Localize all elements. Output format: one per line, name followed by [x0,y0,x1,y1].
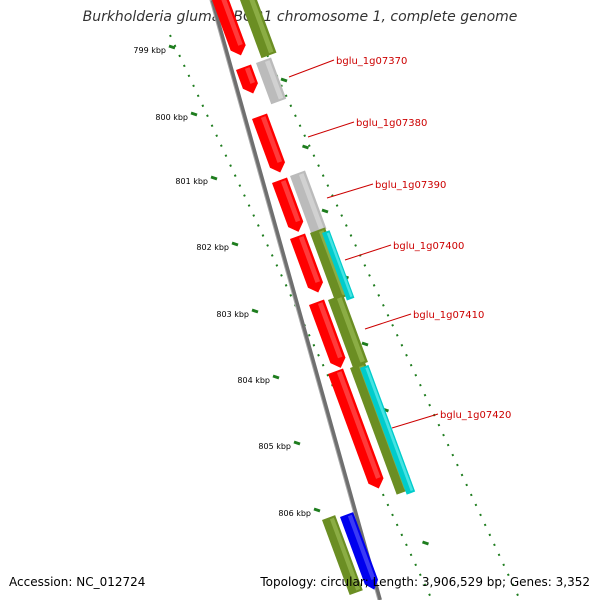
gene-arrow-red-shine [280,180,301,223]
gene-arrow-red [212,0,246,56]
gene-label: bglu_1g07390 [375,180,446,191]
gene-arrow-blue [340,512,379,590]
gene-arrow-red [236,64,258,94]
gene-arrow-red-shine [336,371,381,479]
gene-arrow-blue-shine [347,514,376,580]
gene-callout-line [344,244,392,261]
tick-mark [293,440,301,446]
tick-label: 804 kbp [237,376,270,385]
tick-mark [280,77,288,83]
gene-arrow-cyan-shine [326,232,353,298]
gene-label: bglu_1g07420 [440,410,511,421]
gene-arrow-red-shine [221,0,243,46]
gene-callout-line [391,413,439,429]
gene-arrow-olive [328,294,368,368]
tick-guide-left [169,34,433,600]
gene-arrow-red [328,368,384,489]
gene-callout-line [364,313,412,330]
gene-arrow-cyan-shine [365,367,414,492]
gene-arrow-gray-shine [298,173,324,230]
backbone-track [209,0,382,600]
backbone-line [210,0,382,600]
map-title: Burkholderia glumae BGR1 chromosome 1, c… [82,9,518,25]
gene-arrow-olive [322,515,363,596]
tick-mark [272,374,280,380]
summary-text: Topology: circular; Length: 3,906,529 bp… [260,575,590,589]
gene-callout-line [326,183,374,199]
gene-label: bglu_1g07400 [393,241,464,252]
gene-arrow-red [309,299,346,368]
gene-arrow-red-shine [298,236,321,283]
gene-arrow-olive-shine [336,297,365,363]
tick-label: 801 kbp [175,177,208,186]
gene-arrow-red [290,233,323,293]
gene-arrow-olive-shine [249,0,274,54]
tick-mark [190,111,198,117]
accession-text: Accession: NC_012724 [9,575,146,589]
gene-arrow-red-shine [317,302,343,359]
tick-mark [321,208,329,214]
gene-arrow-olive [310,227,350,301]
gene-arrow-olive [240,0,277,59]
gene-arrow-red-shine [260,116,283,163]
label-track: bglu_1g07370 bglu_1g07380 bglu_1g07390bglu… [288,56,511,429]
tick-mark [231,241,239,247]
feature-track [212,0,416,596]
tick-mark [313,507,321,513]
gene-arrow-gray [290,170,327,235]
tick-mark [210,175,218,181]
tick-label: 800 kbp [155,113,188,122]
tick-mark [422,540,429,546]
gene-label: bglu_1g07370 [336,56,407,67]
gene-arrow-cyan [322,230,355,301]
gene-arrow-red [252,113,285,173]
tick-mark [302,144,309,150]
tick-label: 802 kbp [196,243,229,252]
gene-arrow-red-shine [244,67,255,84]
gene-arrow-gray [256,57,287,105]
tick-label: 806 kbp [278,509,311,518]
gene-arrow-olive-shine [329,517,361,591]
tick-label: 805 kbp [258,442,291,451]
gene-label: bglu_1g07380 [356,118,427,129]
tick-guide-right [257,34,521,600]
tick-mark [168,44,176,50]
gene-arrow-cyan [360,364,416,495]
backbone-highlight [209,0,379,600]
tick-label: 803 kbp [216,310,249,319]
tick-label: 799 kbp [133,46,166,55]
gene-label: bglu_1g07410 [413,310,484,321]
gene-callout-line [307,121,355,138]
gene-arrow-gray-shine [264,60,284,100]
tick-mark [361,341,369,347]
gene-arrow-red [272,177,304,232]
tick-mark [251,308,259,314]
gene-callout-line [288,59,335,78]
